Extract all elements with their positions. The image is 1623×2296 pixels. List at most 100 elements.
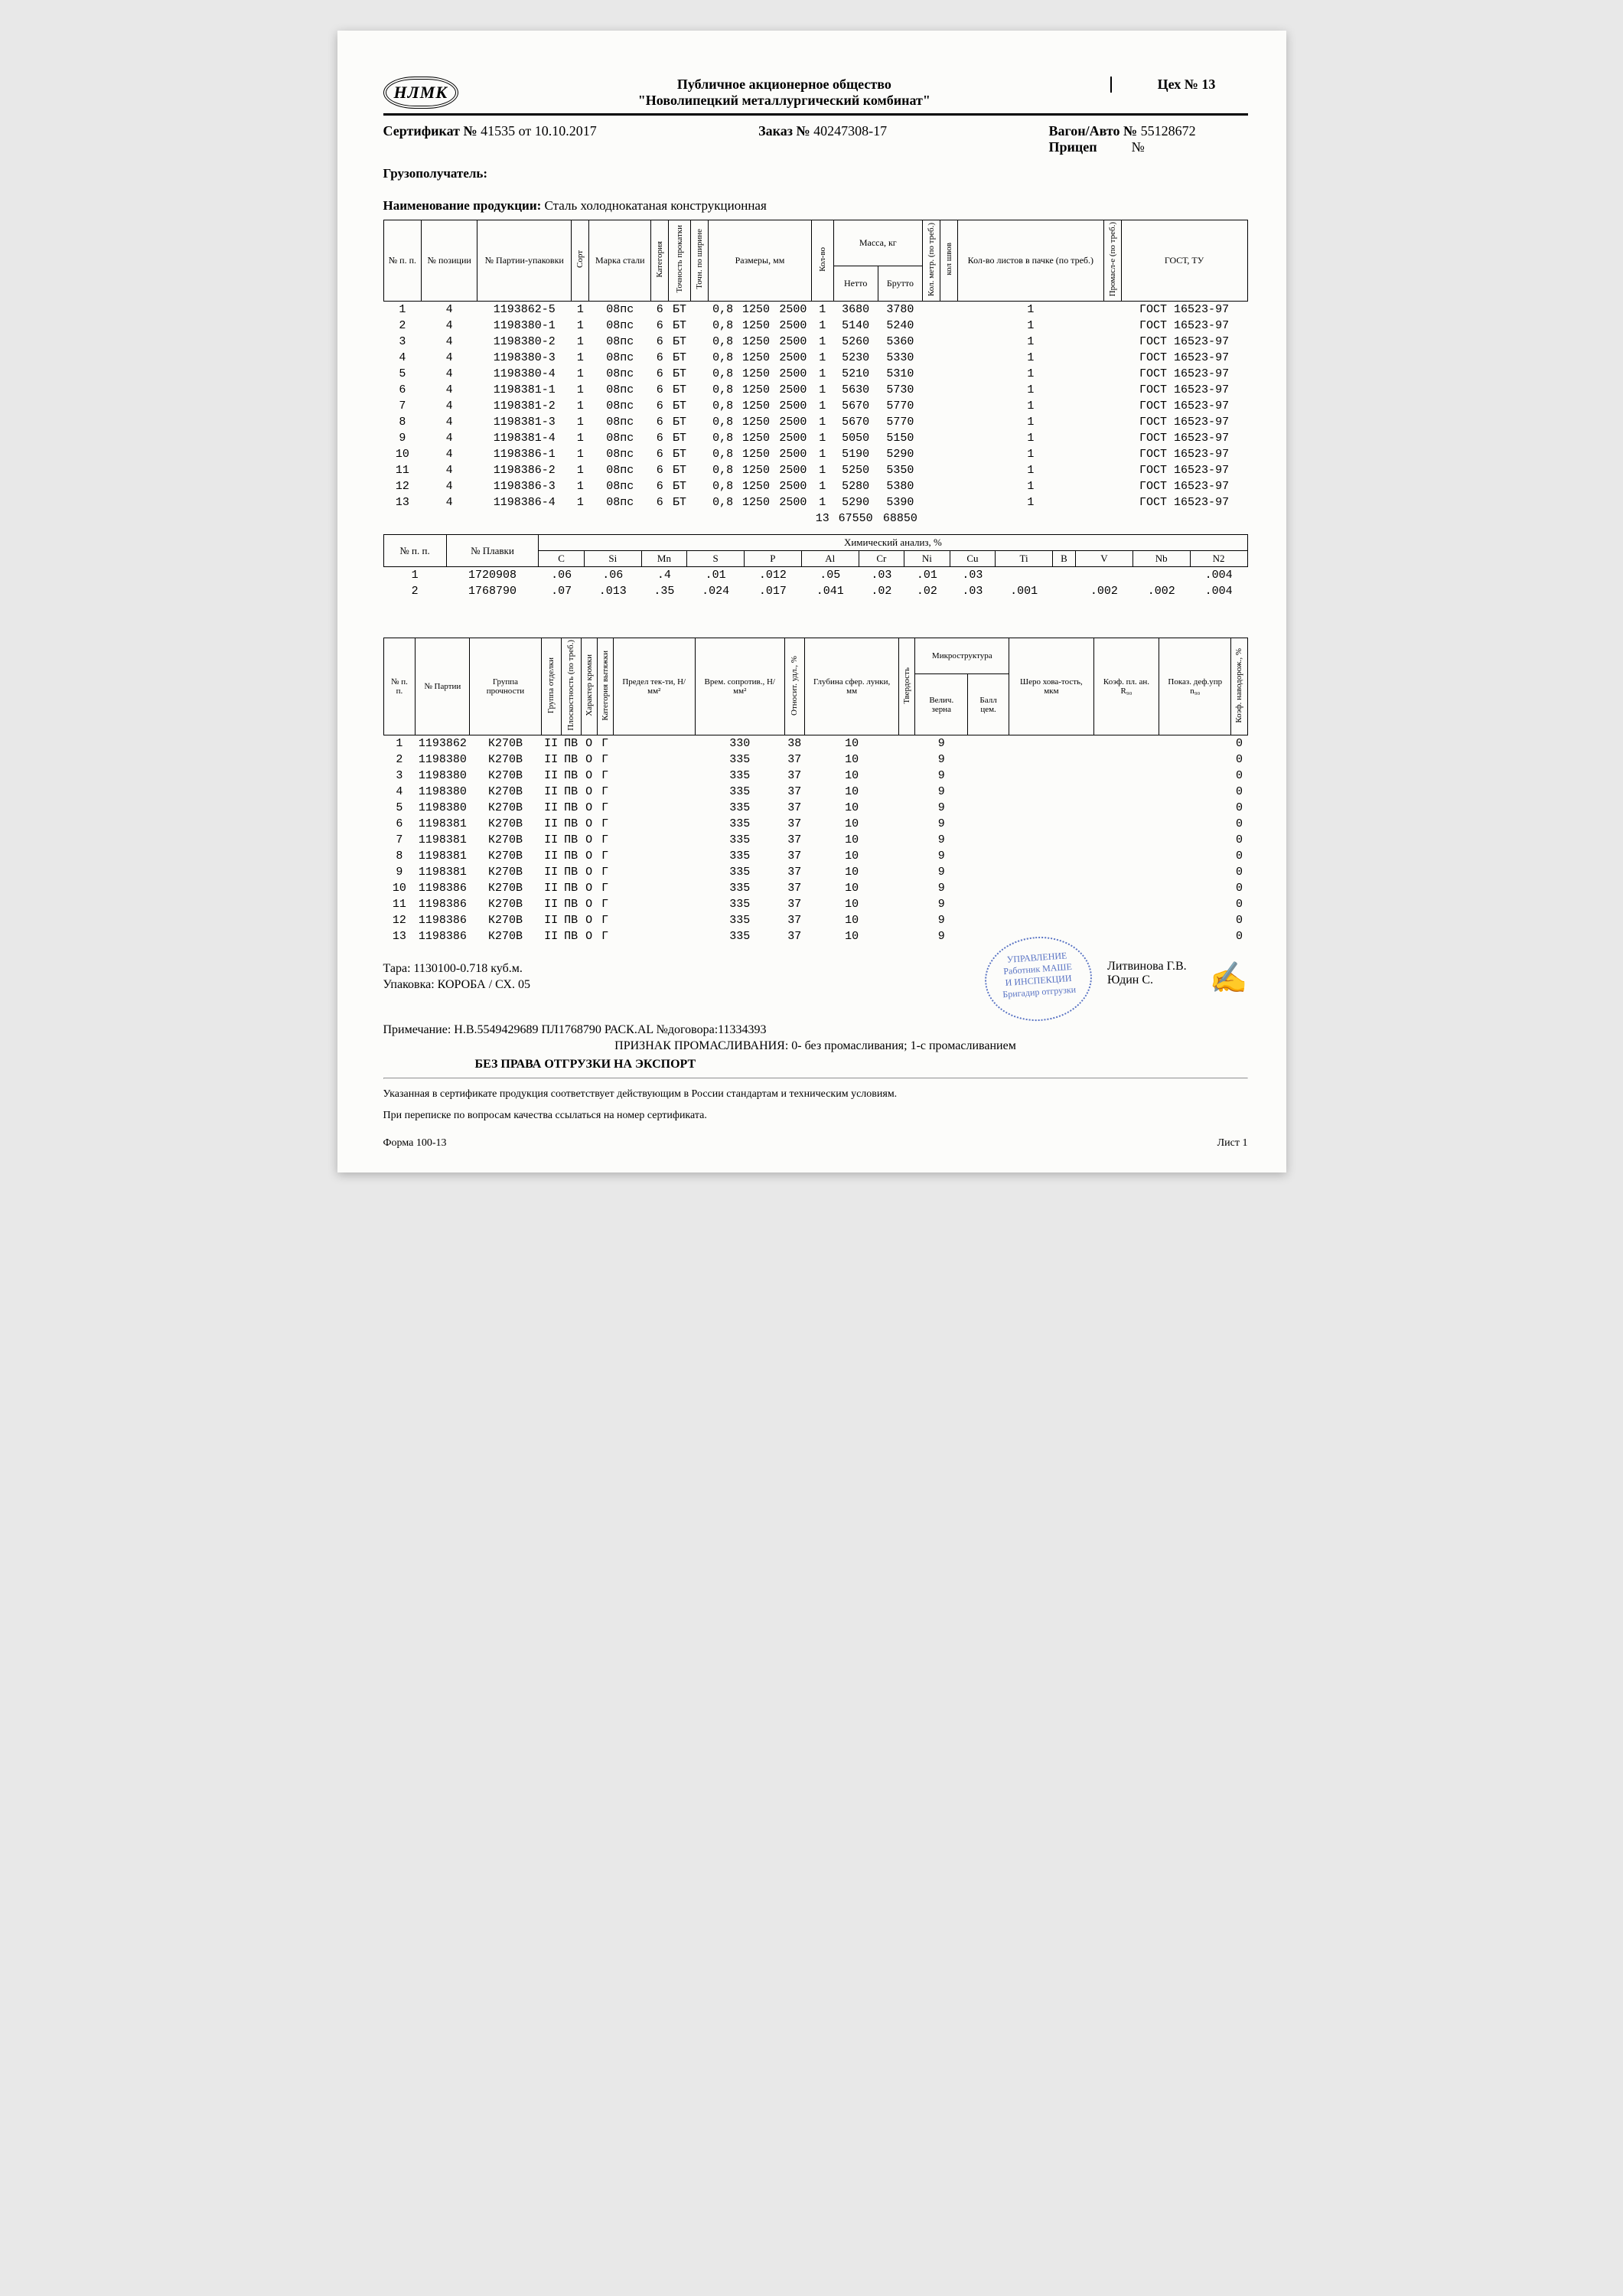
cell: 0	[1231, 768, 1247, 784]
cell: К270В	[470, 864, 541, 880]
cell	[613, 864, 695, 880]
cell: 10	[804, 848, 899, 864]
cell: 5770	[878, 398, 922, 414]
cell: 1198386-4	[477, 494, 572, 510]
cell: .03	[950, 567, 996, 584]
cell: 9	[915, 784, 968, 800]
cell: Г	[597, 752, 613, 768]
cell: 37	[784, 832, 804, 848]
chem-table-body: 11720908.06.06.4.01.012.05.03.01.03.0042…	[383, 567, 1247, 600]
cell	[1103, 414, 1121, 430]
cell: 6	[651, 446, 669, 462]
cell: БТ	[669, 366, 691, 382]
cell: 6	[651, 366, 669, 382]
product-value: Сталь холоднокатаная конструкционная	[545, 198, 767, 213]
cell: 1193862	[416, 735, 470, 752]
cell: 335	[695, 896, 784, 912]
cell: 1250	[738, 430, 774, 446]
cell: 4	[422, 478, 477, 494]
m-vytyazh: Категория вытяжки	[597, 638, 613, 735]
cell: 10	[804, 832, 899, 848]
table-row: 141193862-5108пс6БТ0,8125025001368037801…	[383, 302, 1247, 318]
cell: 08пс	[589, 462, 651, 478]
cell: 5630	[833, 382, 878, 398]
cell: 8	[383, 848, 416, 864]
cell: Г	[597, 832, 613, 848]
cell	[968, 912, 1009, 928]
cell: 0,8	[708, 318, 737, 334]
cell: .013	[584, 583, 641, 599]
cell: 5290	[878, 446, 922, 462]
cell: 9	[915, 880, 968, 896]
cell: II	[541, 848, 561, 864]
cell: 5280	[833, 478, 878, 494]
cell: К270В	[470, 832, 541, 848]
cell	[923, 350, 940, 366]
table-row: 841198381-3108пс6БТ0,8125025001567057701…	[383, 414, 1247, 430]
cell	[613, 816, 695, 832]
table-row: 741198381-2108пс6БТ0,8125025001567057701…	[383, 398, 1247, 414]
cell: Г	[597, 800, 613, 816]
col-marka: Марка стали	[589, 220, 651, 302]
cell: О	[581, 880, 597, 896]
cell: 0	[1231, 816, 1247, 832]
cell: 335	[695, 784, 784, 800]
cell: 6	[383, 382, 422, 398]
cell	[690, 366, 708, 382]
cell: 1193862-5	[477, 302, 572, 318]
cell: 10	[804, 864, 899, 880]
cell: 12	[383, 912, 416, 928]
cell: 1	[572, 334, 589, 350]
cell: 5670	[833, 414, 878, 430]
cell	[1159, 864, 1231, 880]
cell: 2500	[774, 462, 811, 478]
cell: 1	[812, 334, 834, 350]
cell	[1159, 800, 1231, 816]
cell	[1093, 735, 1159, 752]
cert-date: 10.10.2017	[535, 123, 597, 139]
table-row: 641198381-1108пс6БТ0,8125025001563057301…	[383, 382, 1247, 398]
cell: ПВ	[561, 896, 581, 912]
cell: 10	[383, 446, 422, 462]
table-row: 71198381К270ВIIПВОГ335371090	[383, 832, 1247, 848]
cell	[940, 302, 958, 318]
table-row: 1141198386-2108пс6БТ0,812502500152505350…	[383, 462, 1247, 478]
cell	[968, 800, 1009, 816]
cell: О	[581, 848, 597, 864]
cell: БТ	[669, 462, 691, 478]
cell	[613, 784, 695, 800]
cell: 0	[1231, 735, 1247, 752]
table-row: 1341198386-4108пс6БТ0,812502500152905390…	[383, 494, 1247, 510]
cell-gost: ГОСТ 16523-97	[1121, 462, 1247, 478]
cell: 3	[383, 334, 422, 350]
cell: II	[541, 735, 561, 752]
cell: 1250	[738, 414, 774, 430]
cert-info-row: Сертификат № 41535 от 10.10.2017 Заказ №…	[383, 123, 1248, 155]
chem-col: Si	[584, 551, 641, 567]
cell	[1103, 302, 1121, 318]
cell: 9	[383, 864, 416, 880]
cell	[613, 928, 695, 944]
cell: 0,8	[708, 446, 737, 462]
cell: БТ	[669, 494, 691, 510]
cell: 2500	[774, 414, 811, 430]
cell: 5050	[833, 430, 878, 446]
cell: 5230	[833, 350, 878, 366]
cell: 1250	[738, 382, 774, 398]
cell	[1009, 784, 1094, 800]
cell: 9	[383, 430, 422, 446]
tara-line: Тара: 1130100-0.718 куб.м.	[383, 962, 530, 976]
chem-col-npp: № п. п.	[383, 535, 446, 567]
cell	[940, 462, 958, 478]
cell: 5310	[878, 366, 922, 382]
order-no: 40247308-17	[813, 123, 887, 139]
cell: 1250	[738, 334, 774, 350]
cell: ПВ	[561, 848, 581, 864]
cell: К270В	[470, 784, 541, 800]
table-row: 1041198386-1108пс6БТ0,812502500151905290…	[383, 446, 1247, 462]
cell: 1250	[738, 302, 774, 318]
cell: 0	[1231, 912, 1247, 928]
cell	[899, 800, 915, 816]
cell: 1	[572, 414, 589, 430]
cell: Г	[597, 784, 613, 800]
